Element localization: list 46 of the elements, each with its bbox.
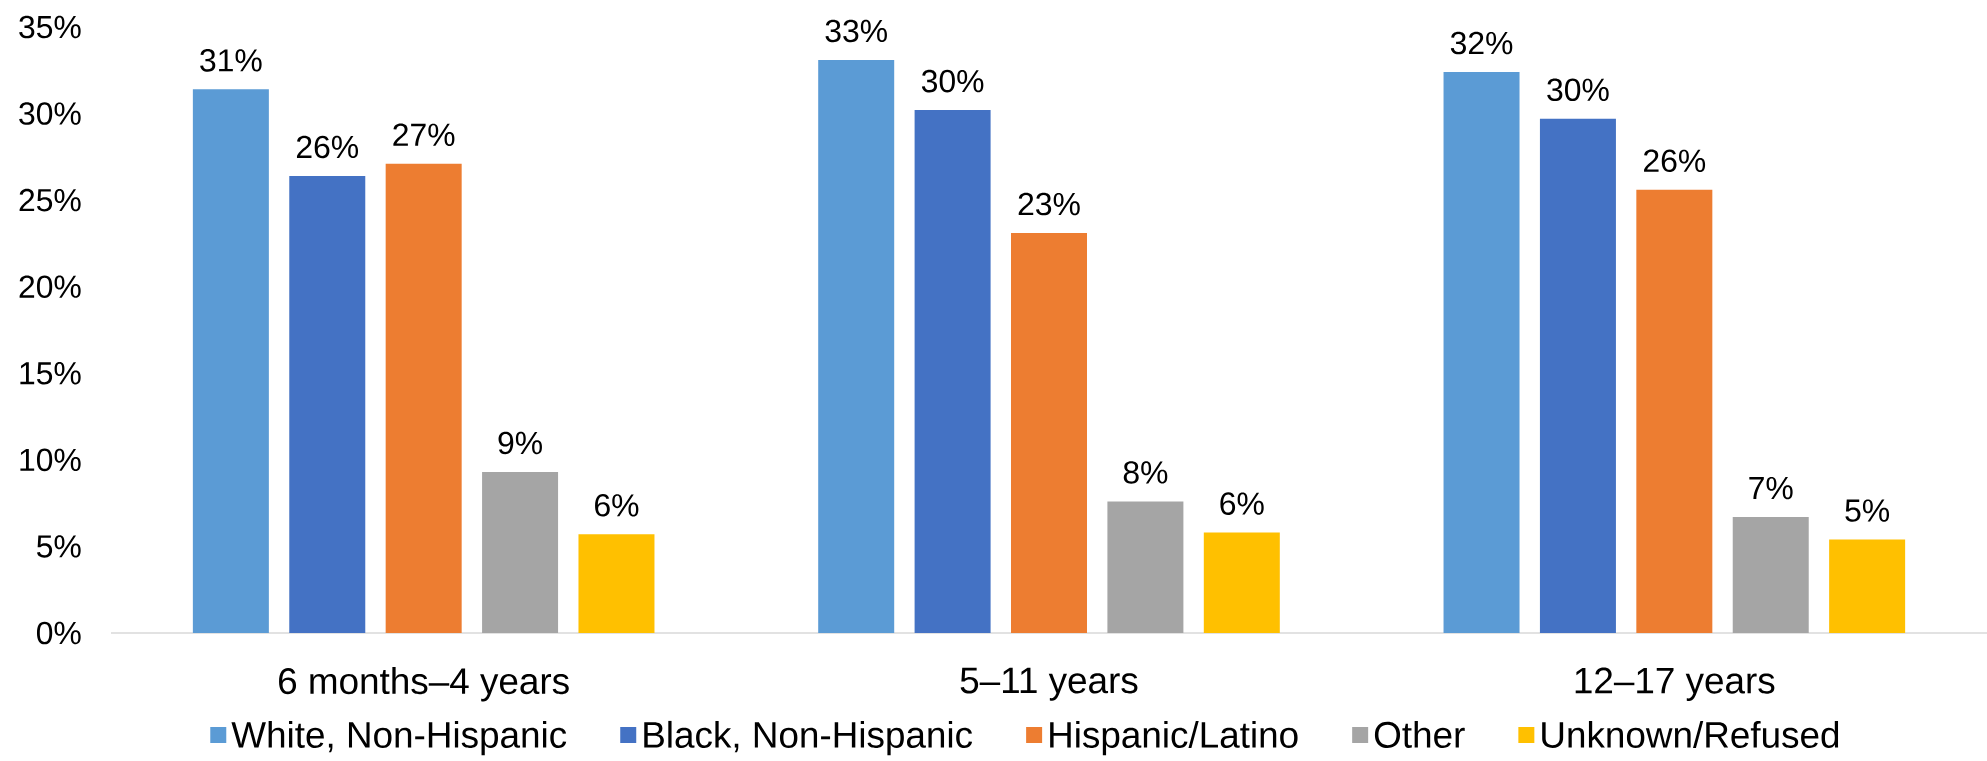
data-label: 23% <box>1018 192 1080 216</box>
x-tick-label: 5–11 years <box>960 667 1138 701</box>
bar <box>1107 501 1184 633</box>
data-label: 32% <box>1450 31 1513 55</box>
y-tick-label: 0% <box>36 621 81 645</box>
legend-label: Unknown/Refused <box>1542 720 1839 748</box>
bar <box>1203 532 1280 633</box>
data-label: 9% <box>498 431 542 455</box>
bar <box>578 534 655 633</box>
data-label: 8% <box>1123 461 1168 484</box>
data-label: 26% <box>296 135 359 159</box>
bar <box>1636 189 1713 633</box>
bar <box>385 163 462 633</box>
data-label: 30% <box>1547 78 1609 102</box>
bar <box>1443 72 1520 633</box>
data-label: 26% <box>1644 149 1706 173</box>
legend-label: White, Non-Hispanic <box>231 720 567 756</box>
y-tick-label: 5% <box>37 535 81 558</box>
y-tick-label: 20% <box>19 275 81 298</box>
y-tick-label: 10% <box>20 448 81 472</box>
bar <box>289 175 366 633</box>
bar <box>1539 118 1616 633</box>
bar <box>914 110 991 633</box>
data-label: 31% <box>200 49 262 72</box>
data-label: 5% <box>1845 499 1890 522</box>
y-tick-label: 15% <box>20 362 81 385</box>
bar <box>1829 539 1906 633</box>
data-label: 6% <box>1220 492 1264 515</box>
x-tick-label: 12–17 years <box>1575 667 1775 701</box>
bar <box>1732 516 1809 633</box>
data-label: 27% <box>393 123 455 146</box>
legend-label: Black, Non-Hispanic <box>644 720 973 756</box>
y-tick-label: 25% <box>19 188 81 212</box>
y-tick-label: 35% <box>19 15 81 39</box>
bar <box>818 59 895 633</box>
y-tick-label: 30% <box>19 102 81 125</box>
data-label: 6% <box>595 494 639 517</box>
bar <box>192 89 269 633</box>
data-label: 30% <box>921 69 984 93</box>
data-label: 7% <box>1749 476 1793 500</box>
legend-label: Other <box>1374 720 1465 748</box>
x-tick-label: 6 months–4 years <box>279 667 569 702</box>
bar <box>1011 233 1087 633</box>
data-label: 33% <box>825 19 887 43</box>
bar <box>482 471 559 633</box>
legend-label: Hispanic/Latino <box>1050 720 1298 756</box>
